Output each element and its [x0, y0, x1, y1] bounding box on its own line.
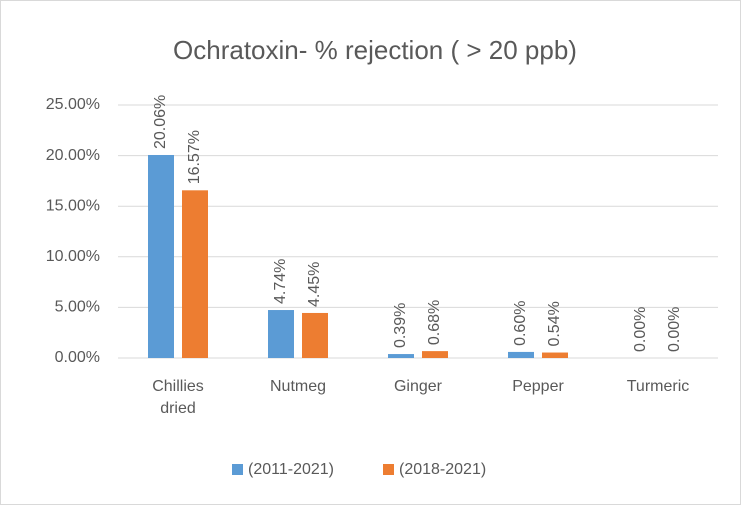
bar: [268, 310, 294, 358]
bar: [148, 154, 174, 358]
x-tick-label: Turmeric: [626, 378, 690, 395]
bar: [508, 351, 534, 358]
x-tick-label: Nutmeg: [269, 378, 327, 395]
data-label: 0.60%: [512, 301, 529, 346]
bar: [422, 351, 448, 358]
y-tick-label: 25.00%: [46, 96, 100, 113]
data-label: 0.00%: [666, 307, 683, 352]
data-label: 4.45%: [306, 262, 323, 307]
y-tick-label: 0.00%: [55, 349, 100, 366]
legend-swatch: [383, 464, 394, 475]
y-tick-label: 15.00%: [46, 197, 100, 214]
data-label: 0.54%: [546, 301, 563, 346]
bar: [302, 312, 328, 358]
y-tick-label: 20.00%: [46, 147, 100, 164]
legend-label: (2011-2021): [248, 461, 334, 478]
x-tick-label: Chillies dried: [152, 378, 204, 417]
y-tick-label: 5.00%: [55, 299, 100, 316]
data-label: 4.74%: [272, 259, 289, 304]
data-label: 0.00%: [632, 307, 649, 352]
legend-label: (2018-2021): [399, 461, 486, 478]
x-tick-label: Pepper: [512, 378, 564, 395]
legend-swatch: [232, 464, 243, 475]
chart-title: Ochratoxin- % rejection ( > 20 ppb): [173, 35, 577, 65]
data-label: 0.39%: [392, 303, 409, 348]
data-label: 0.68%: [426, 300, 443, 345]
y-tick-label: 10.00%: [46, 248, 100, 265]
bar: [182, 190, 208, 358]
bar: [542, 352, 568, 358]
data-label: 20.06%: [152, 95, 169, 149]
data-label: 16.57%: [186, 130, 203, 184]
bar: [388, 354, 414, 358]
x-tick-label: Ginger: [393, 378, 443, 395]
